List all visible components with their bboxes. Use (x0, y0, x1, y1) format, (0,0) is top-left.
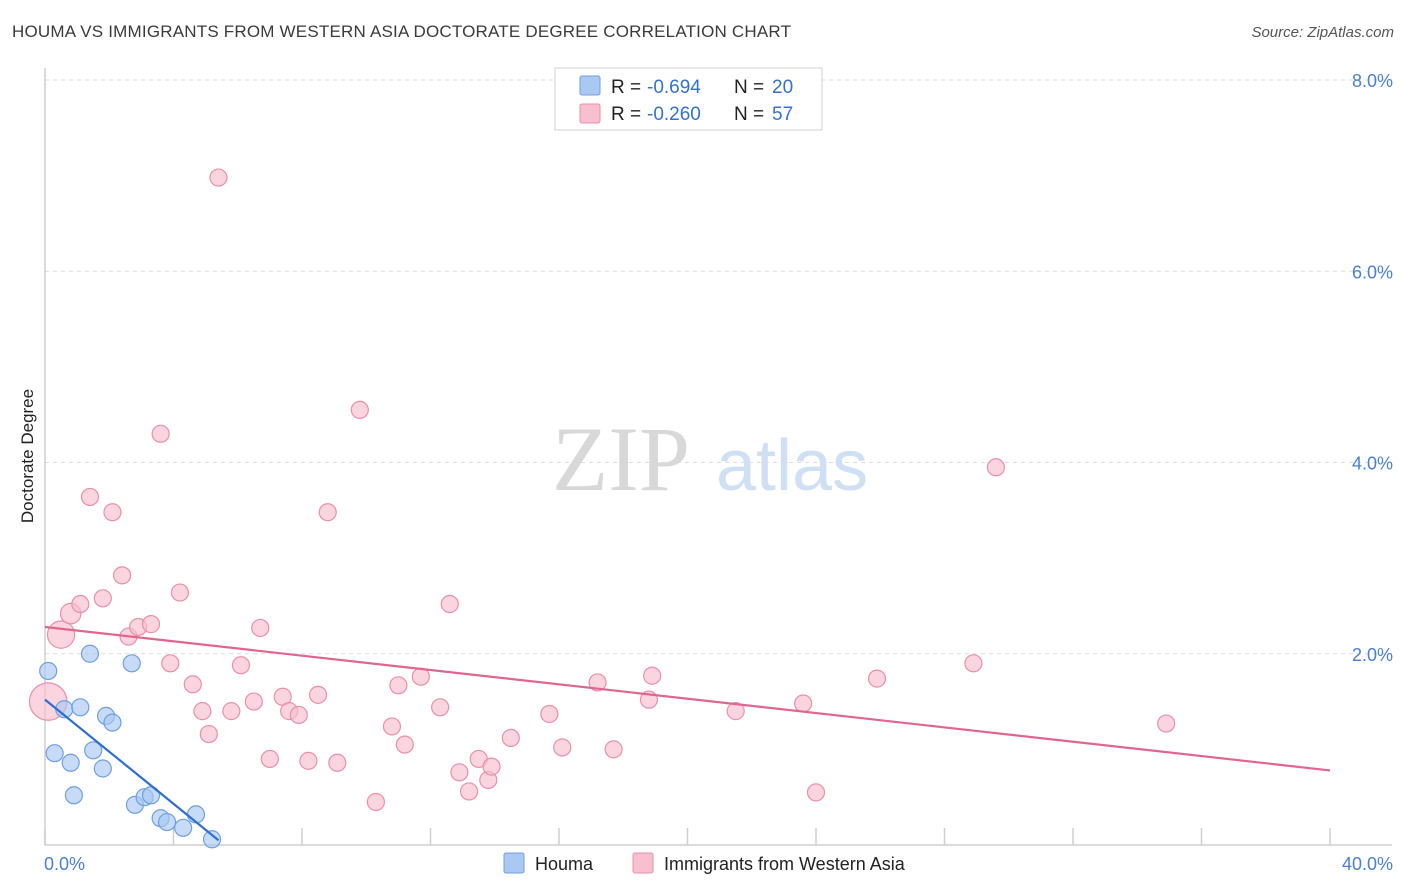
immigrants-point (366, 792, 385, 812)
y-tick-label: 4.0% (1352, 454, 1393, 474)
legend-r-label: R = (611, 77, 641, 98)
y-tick-label: 6.0% (1352, 262, 1393, 282)
immigrants-point (501, 728, 520, 748)
immigrants-point (806, 783, 826, 802)
legend-n-label: N = (734, 104, 764, 125)
tick-labels: 2.0% 4.0% 6.0% 8.0% 0.0% 40.0% (44, 71, 1393, 874)
immigrants-point (183, 675, 202, 694)
immigrants-point (643, 666, 662, 685)
immigrants-point (222, 702, 241, 721)
immigrants-point (141, 615, 161, 634)
immigrants-point (112, 566, 132, 585)
houma-point (174, 818, 193, 837)
houma-point (45, 744, 64, 763)
trend-lines (44, 625, 1331, 842)
houma-point (64, 786, 84, 805)
immigrants-point (209, 168, 228, 187)
y-axis-label: Doctorate Degree (18, 389, 37, 523)
immigrants-point (80, 487, 100, 507)
houma-point (61, 753, 80, 772)
legend-swatch-immigrants (579, 103, 601, 124)
bottom-legend-swatch-houma (503, 852, 525, 874)
immigrants-point (440, 594, 459, 614)
chart-title: HOUMA VS IMMIGRANTS FROM WESTERN ASIA DO… (12, 22, 792, 41)
watermark: ZIP atlas (552, 408, 868, 510)
immigrants-point (299, 751, 318, 770)
immigrants-point (482, 757, 501, 776)
immigrants-point (231, 656, 251, 675)
immigrants-point (193, 702, 212, 721)
immigrants-point (867, 669, 887, 688)
immigrants-point (1157, 714, 1176, 733)
legend-row-houma: R = -0.694 N = 20 (579, 75, 793, 98)
data-points (28, 168, 1176, 849)
immigrants-point (161, 654, 180, 673)
immigrants-point (411, 667, 430, 686)
legend-n-label: N = (734, 77, 764, 98)
gridlines (45, 79, 1392, 655)
x-tick-label: 40.0% (1342, 854, 1393, 874)
immigrants-point (251, 618, 270, 638)
immigrants-point (71, 594, 90, 614)
houma-point (71, 698, 90, 717)
houma-trend-line (44, 698, 220, 842)
legend-r-label: R = (611, 104, 641, 125)
immigrants-point (604, 740, 623, 759)
houma-point (186, 805, 206, 824)
houma-point (202, 830, 222, 849)
immigrants-point (588, 673, 607, 692)
y-tick-label: 2.0% (1352, 645, 1393, 665)
immigrants-point (540, 704, 559, 724)
immigrants-point (450, 763, 469, 782)
immigrants-point (395, 735, 414, 754)
immigrants-point (260, 749, 279, 769)
legend-n-value: 57 (772, 104, 793, 125)
immigrants-point (199, 724, 218, 744)
immigrants-point (289, 705, 308, 725)
immigrants-point (382, 717, 402, 736)
immigrants-point (964, 654, 983, 673)
immigrants-point (328, 753, 347, 772)
legend-r-value: -0.260 (647, 104, 701, 125)
bottom-legend-label-immigrants: Immigrants from Western Asia (664, 854, 906, 874)
houma-point (122, 654, 141, 673)
watermark-zip: ZIP (552, 408, 690, 510)
x-tick-label: 0.0% (44, 854, 85, 874)
houma-point (157, 812, 177, 832)
houma-point (39, 661, 58, 681)
immigrants-point (986, 458, 1006, 477)
immigrants-point (103, 503, 122, 522)
immigrants-point (151, 424, 170, 443)
bottom-legend-swatch-immigrants (632, 852, 654, 874)
y-tick-label: 8.0% (1352, 71, 1393, 91)
houma-point (84, 741, 103, 760)
immigrants-point (93, 589, 112, 608)
immigrants-point (318, 503, 337, 522)
immigrants-point (553, 738, 572, 757)
immigrants-point (350, 400, 369, 420)
bottom-legend: Houma Immigrants from Western Asia (503, 852, 906, 874)
watermark-atlas: atlas (716, 426, 868, 506)
chart-source: Source: ZipAtlas.com (1251, 24, 1394, 41)
immigrants-point (46, 620, 76, 649)
immigrants-trend-line (44, 625, 1331, 772)
legend-n-value: 20 (772, 77, 793, 98)
immigrants-point (170, 583, 190, 602)
legend-box: R = -0.694 N = 20 R = -0.260 N = 57 (554, 67, 823, 131)
immigrants-point (726, 702, 745, 721)
immigrants-point (459, 782, 479, 801)
immigrants-point (389, 676, 408, 695)
houma-point (103, 713, 122, 732)
legend-r-value: -0.694 (647, 77, 701, 98)
immigrants-point (431, 698, 450, 717)
bottom-legend-label-houma: Houma (535, 854, 594, 874)
immigrants-point (794, 694, 813, 713)
legend-swatch-houma (579, 75, 601, 96)
legend-row-immigrants: R = -0.260 N = 57 (579, 103, 793, 125)
houma-point (93, 759, 112, 778)
immigrants-point (244, 692, 263, 711)
immigrants-point (308, 685, 328, 704)
houma-point (80, 644, 100, 663)
